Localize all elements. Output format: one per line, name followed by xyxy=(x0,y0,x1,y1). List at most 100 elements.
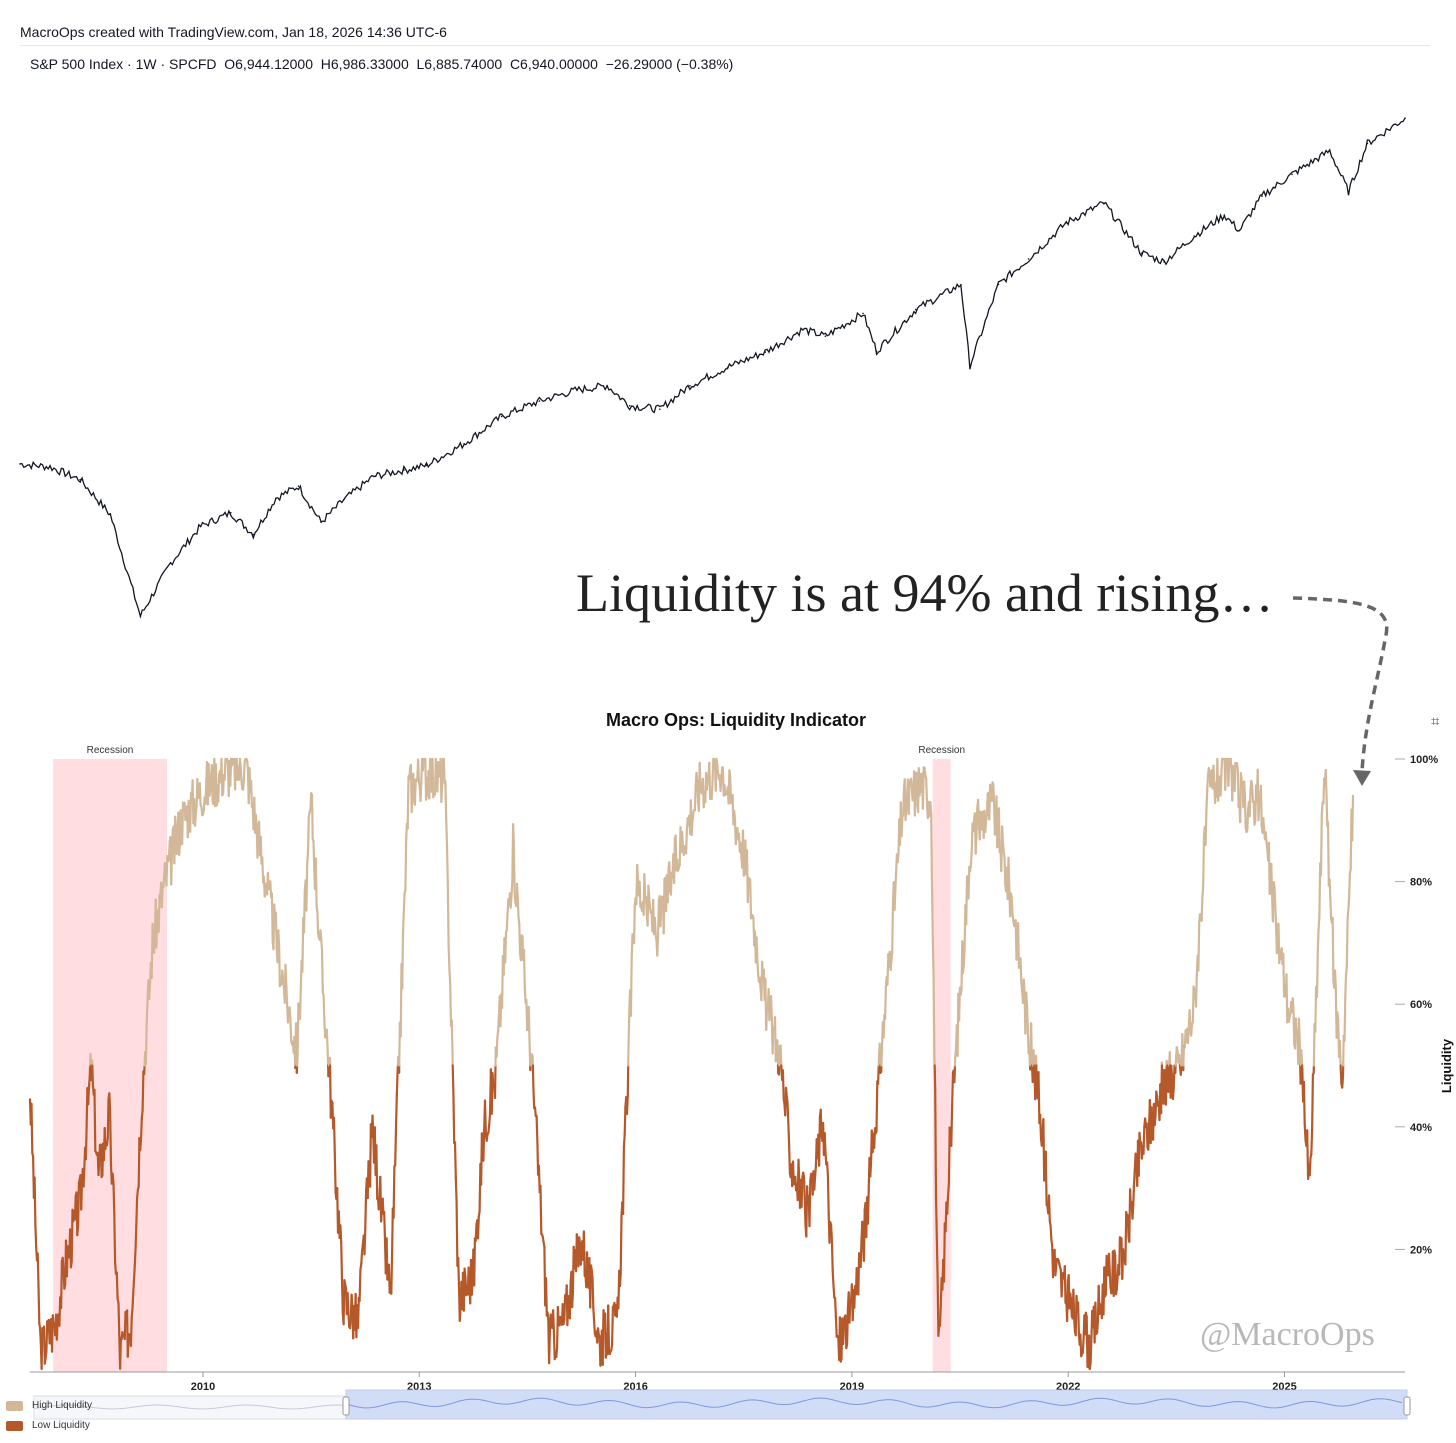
high-liquidity-segment xyxy=(270,892,274,944)
legend-high-label: High Liquidity xyxy=(32,1400,93,1411)
navigator-handle xyxy=(1403,1396,1411,1416)
high-liquidity-segment xyxy=(779,1044,783,1067)
y-tick-label: 100% xyxy=(1410,754,1438,766)
low-liquidity-segment xyxy=(358,1268,362,1303)
low-liquidity-segment xyxy=(115,1271,119,1301)
high-liquidity-segment xyxy=(220,757,224,797)
low-liquidity-segment xyxy=(1134,1152,1138,1166)
low-liquidity-segment xyxy=(845,1307,850,1346)
price-point xyxy=(1291,173,1293,176)
low-liquidity-segment xyxy=(346,1291,350,1314)
high-liquidity-segment xyxy=(1003,856,1007,887)
high-liquidity-segment xyxy=(320,948,324,994)
recession-label: Recession xyxy=(87,745,134,756)
high-liquidity-segment xyxy=(242,760,246,782)
price-point xyxy=(606,384,608,387)
legend-low-liquidity[interactable]: Low Liquidity xyxy=(6,1420,90,1431)
high-liquidity-segment xyxy=(1235,761,1239,773)
low-liquidity-segment xyxy=(333,1152,337,1194)
low-liquidity-segment xyxy=(453,1141,457,1179)
high-liquidity-segment xyxy=(242,779,245,791)
low-liquidity-segment xyxy=(1150,1106,1154,1120)
high-liquidity-segment xyxy=(274,911,278,950)
high-liquidity-segment xyxy=(915,771,919,805)
low-liquidity-segment xyxy=(347,1311,351,1328)
low-liquidity-segment xyxy=(808,1179,812,1228)
high-liquidity-segment xyxy=(412,772,416,803)
legend-high-liquidity[interactable]: High Liquidity xyxy=(6,1400,92,1411)
low-liquidity-segment xyxy=(619,1214,623,1275)
high-liquidity-segment xyxy=(1292,1007,1296,1046)
high-liquidity-segment xyxy=(900,815,904,838)
high-liquidity-segment xyxy=(889,960,893,972)
low-liquidity-segment xyxy=(105,1136,109,1147)
crop-icon[interactable]: ⌗ xyxy=(1431,713,1440,730)
high-liquidity-segment xyxy=(450,1019,454,1060)
low-liquidity-segment xyxy=(803,1195,807,1227)
high-liquidity-segment xyxy=(198,782,202,807)
low-liquidity-segment xyxy=(1118,1236,1122,1276)
high-liquidity-segment xyxy=(444,780,448,821)
low-liquidity-segment xyxy=(539,1184,543,1235)
high-liquidity-segment xyxy=(1329,896,1333,920)
high-liquidity-segment xyxy=(518,923,522,956)
low-liquidity-segment xyxy=(348,1317,352,1330)
low-liquidity-segment xyxy=(371,1114,375,1132)
high-liquidity-segment xyxy=(1025,991,1029,1006)
high-liquidity-segment xyxy=(1032,1049,1036,1065)
high-liquidity-segment xyxy=(1326,821,1330,887)
price-point xyxy=(689,384,691,387)
low-liquidity-segment xyxy=(113,1213,117,1265)
low-liquidity-segment xyxy=(1132,1168,1136,1186)
price-point xyxy=(1261,195,1263,197)
high-liquidity-segment xyxy=(322,994,326,1023)
high-liquidity-segment xyxy=(749,878,753,920)
high-liquidity-segment xyxy=(419,780,423,803)
low-liquidity-segment xyxy=(1040,1128,1044,1147)
low-liquidity-segment xyxy=(340,1241,344,1282)
high-liquidity-segment xyxy=(883,986,888,1021)
high-liquidity-segment xyxy=(513,891,517,904)
low-liquidity-segment xyxy=(136,1188,139,1199)
high-liquidity-segment xyxy=(1019,957,1023,984)
low-liquidity-segment xyxy=(482,1128,486,1162)
high-liquidity-segment xyxy=(629,957,633,1017)
low-liquidity-segment xyxy=(394,1126,398,1167)
low-liquidity-segment xyxy=(950,1071,955,1109)
high-liquidity-segment xyxy=(909,777,913,789)
y-tick-label: 60% xyxy=(1410,999,1432,1011)
high-liquidity-segment xyxy=(1343,995,1347,1043)
low-liquidity-segment xyxy=(473,1237,476,1287)
navigator-series-outside xyxy=(33,1404,347,1410)
low-liquidity-segment xyxy=(1047,1194,1051,1223)
high-liquidity-segment xyxy=(1344,974,1348,998)
high-liquidity-segment xyxy=(239,765,243,783)
high-liquidity-segment xyxy=(1231,764,1236,784)
high-liquidity-segment xyxy=(758,976,762,990)
low-liquidity-segment xyxy=(129,1316,133,1348)
high-liquidity-segment xyxy=(929,801,933,816)
low-liquidity-segment xyxy=(625,1094,629,1116)
low-liquidity-segment xyxy=(455,1201,459,1267)
low-liquidity-segment xyxy=(1089,1337,1093,1365)
high-liquidity-segment xyxy=(908,779,912,789)
price-point xyxy=(342,499,345,501)
high-liquidity-segment xyxy=(668,861,672,893)
low-liquidity-segment xyxy=(1054,1257,1059,1269)
low-liquidity-segment xyxy=(134,1224,138,1249)
low-liquidity-segment xyxy=(1060,1276,1064,1298)
high-liquidity-segment xyxy=(729,775,733,805)
high-liquidity-segment xyxy=(310,793,314,840)
low-liquidity-segment xyxy=(531,1064,535,1090)
high-liquidity-segment xyxy=(734,828,738,846)
high-liquidity-segment xyxy=(238,757,242,768)
low-liquidity-segment xyxy=(394,1094,398,1130)
low-liquidity-segment xyxy=(848,1299,852,1324)
high-liquidity-segment xyxy=(716,763,720,775)
high-liquidity-segment xyxy=(285,983,289,1006)
high-liquidity-segment xyxy=(217,774,221,803)
low-liquidity-segment xyxy=(364,1189,368,1230)
high-liquidity-segment xyxy=(316,910,320,934)
high-liquidity-segment xyxy=(312,840,316,872)
low-liquidity-segment xyxy=(1138,1131,1142,1145)
